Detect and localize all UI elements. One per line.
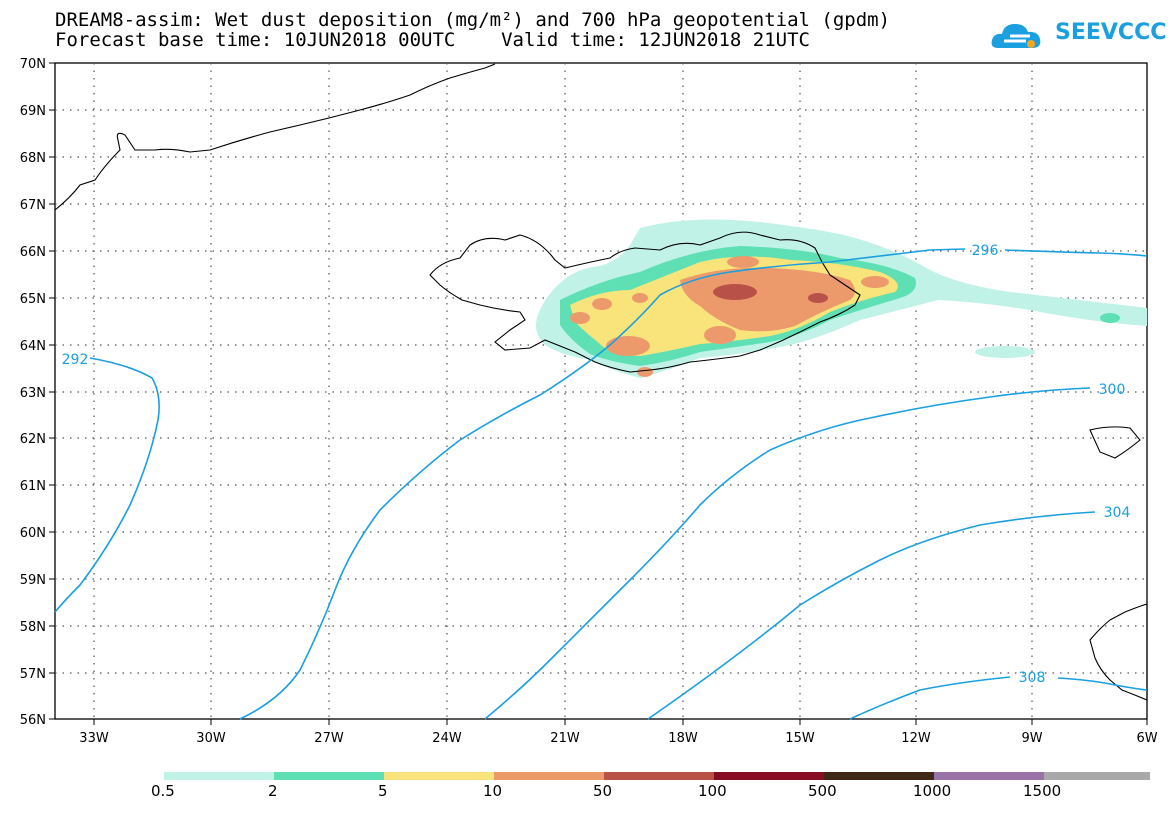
dust-level-2 — [1100, 313, 1120, 323]
contour-300 — [484, 387, 1091, 720]
plot-frame — [54, 62, 1148, 720]
contour-label: 296 — [972, 243, 999, 259]
colorbar — [164, 772, 1150, 780]
dust-level-50 — [713, 284, 757, 300]
dust-level-10 — [570, 312, 590, 324]
dust-level-10 — [704, 326, 736, 344]
geopotential-contours — [54, 248, 1148, 720]
lat-label: 64N — [20, 339, 46, 354]
colorbar-swatch — [604, 772, 714, 780]
lon-label: 21W — [550, 731, 580, 746]
lat-label: 60N — [20, 526, 46, 541]
colorbar-swatch — [164, 772, 274, 780]
colorbar-label: 2 — [268, 782, 278, 800]
contour-label: 304 — [1104, 505, 1131, 521]
lat-label: 59N — [20, 573, 46, 588]
dust-level-10 — [637, 367, 653, 377]
colorbar-swatch — [714, 772, 824, 780]
dust-level-10 — [861, 276, 889, 288]
lon-label: 12W — [901, 731, 931, 746]
colorbar-label: 0.5 — [151, 782, 175, 800]
lat-label: 62N — [20, 432, 46, 447]
colorbar-label: 1500 — [1023, 782, 1062, 800]
lat-label: 68N — [20, 151, 46, 166]
lat-label: 65N — [20, 292, 46, 307]
lon-label: 18W — [668, 731, 698, 746]
colorbar-label: 50 — [593, 782, 613, 800]
iceland-coast — [429, 231, 861, 373]
dust-level-0.5 — [975, 346, 1035, 358]
grid-lines — [55, 63, 1147, 719]
dust-level-10 — [680, 267, 855, 332]
cloud-icon — [991, 24, 1041, 48]
lon-label: 30W — [196, 731, 226, 746]
colorbar-label: 10 — [483, 782, 503, 800]
dust-level-10 — [592, 298, 612, 310]
coastlines — [54, 63, 1148, 701]
lon-label: 27W — [314, 731, 344, 746]
contour-304 — [647, 511, 1096, 720]
colorbar-label: 500 — [808, 782, 837, 800]
map-title: DREAM8-assim: Wet dust deposition (mg/m²… — [55, 9, 891, 31]
lat-label: 67N — [20, 198, 46, 213]
colorbar-label: 5 — [378, 782, 388, 800]
colorbar-swatch — [824, 772, 934, 780]
logo-text: SEEVCCC — [1055, 20, 1167, 45]
lat-label: 57N — [20, 667, 46, 682]
contour-292 — [54, 357, 160, 613]
contour-label: 300 — [1099, 382, 1126, 398]
lon-label: 33W — [79, 731, 109, 746]
faroe-islands — [1089, 426, 1141, 459]
dust-level-10 — [727, 256, 759, 268]
lon-label: 9W — [1021, 731, 1042, 746]
lat-label: 69N — [20, 104, 46, 119]
dust-level-10 — [606, 336, 650, 356]
contour-308-end — [1057, 677, 1148, 691]
colorbar-swatch — [274, 772, 384, 780]
contour-label: 292 — [62, 352, 89, 368]
lat-label: 70N — [20, 57, 46, 72]
lat-label: 63N — [20, 386, 46, 401]
lat-label: 56N — [20, 713, 46, 728]
colorbar-swatch — [934, 772, 1044, 780]
dust-deposition-field — [536, 219, 1147, 378]
colorbar-swatch — [1044, 772, 1150, 780]
contour-308 — [849, 676, 1011, 720]
lon-label: 24W — [432, 731, 462, 746]
lon-label: 6W — [1136, 731, 1157, 746]
colorbar-label: 1000 — [913, 782, 952, 800]
scotland-coast — [1089, 603, 1148, 701]
colorbar-swatch — [384, 772, 494, 780]
contour-label: 308 — [1019, 670, 1046, 686]
dust-level-10 — [632, 293, 648, 303]
contour-296-end — [1004, 249, 1148, 257]
greenland-coast — [54, 63, 496, 211]
dust-level-50 — [808, 293, 828, 303]
lat-label: 61N — [20, 479, 46, 494]
lon-label: 15W — [785, 731, 815, 746]
colorbar-swatch — [494, 772, 604, 780]
lat-label: 58N — [20, 620, 46, 635]
contour-296 — [239, 248, 966, 720]
colorbar-label: 100 — [698, 782, 727, 800]
tick-marks — [49, 62, 1148, 725]
lat-label: 66N — [20, 245, 46, 260]
map-subtitle: Forecast base time: 10JUN2018 00UTC Vali… — [55, 29, 810, 51]
